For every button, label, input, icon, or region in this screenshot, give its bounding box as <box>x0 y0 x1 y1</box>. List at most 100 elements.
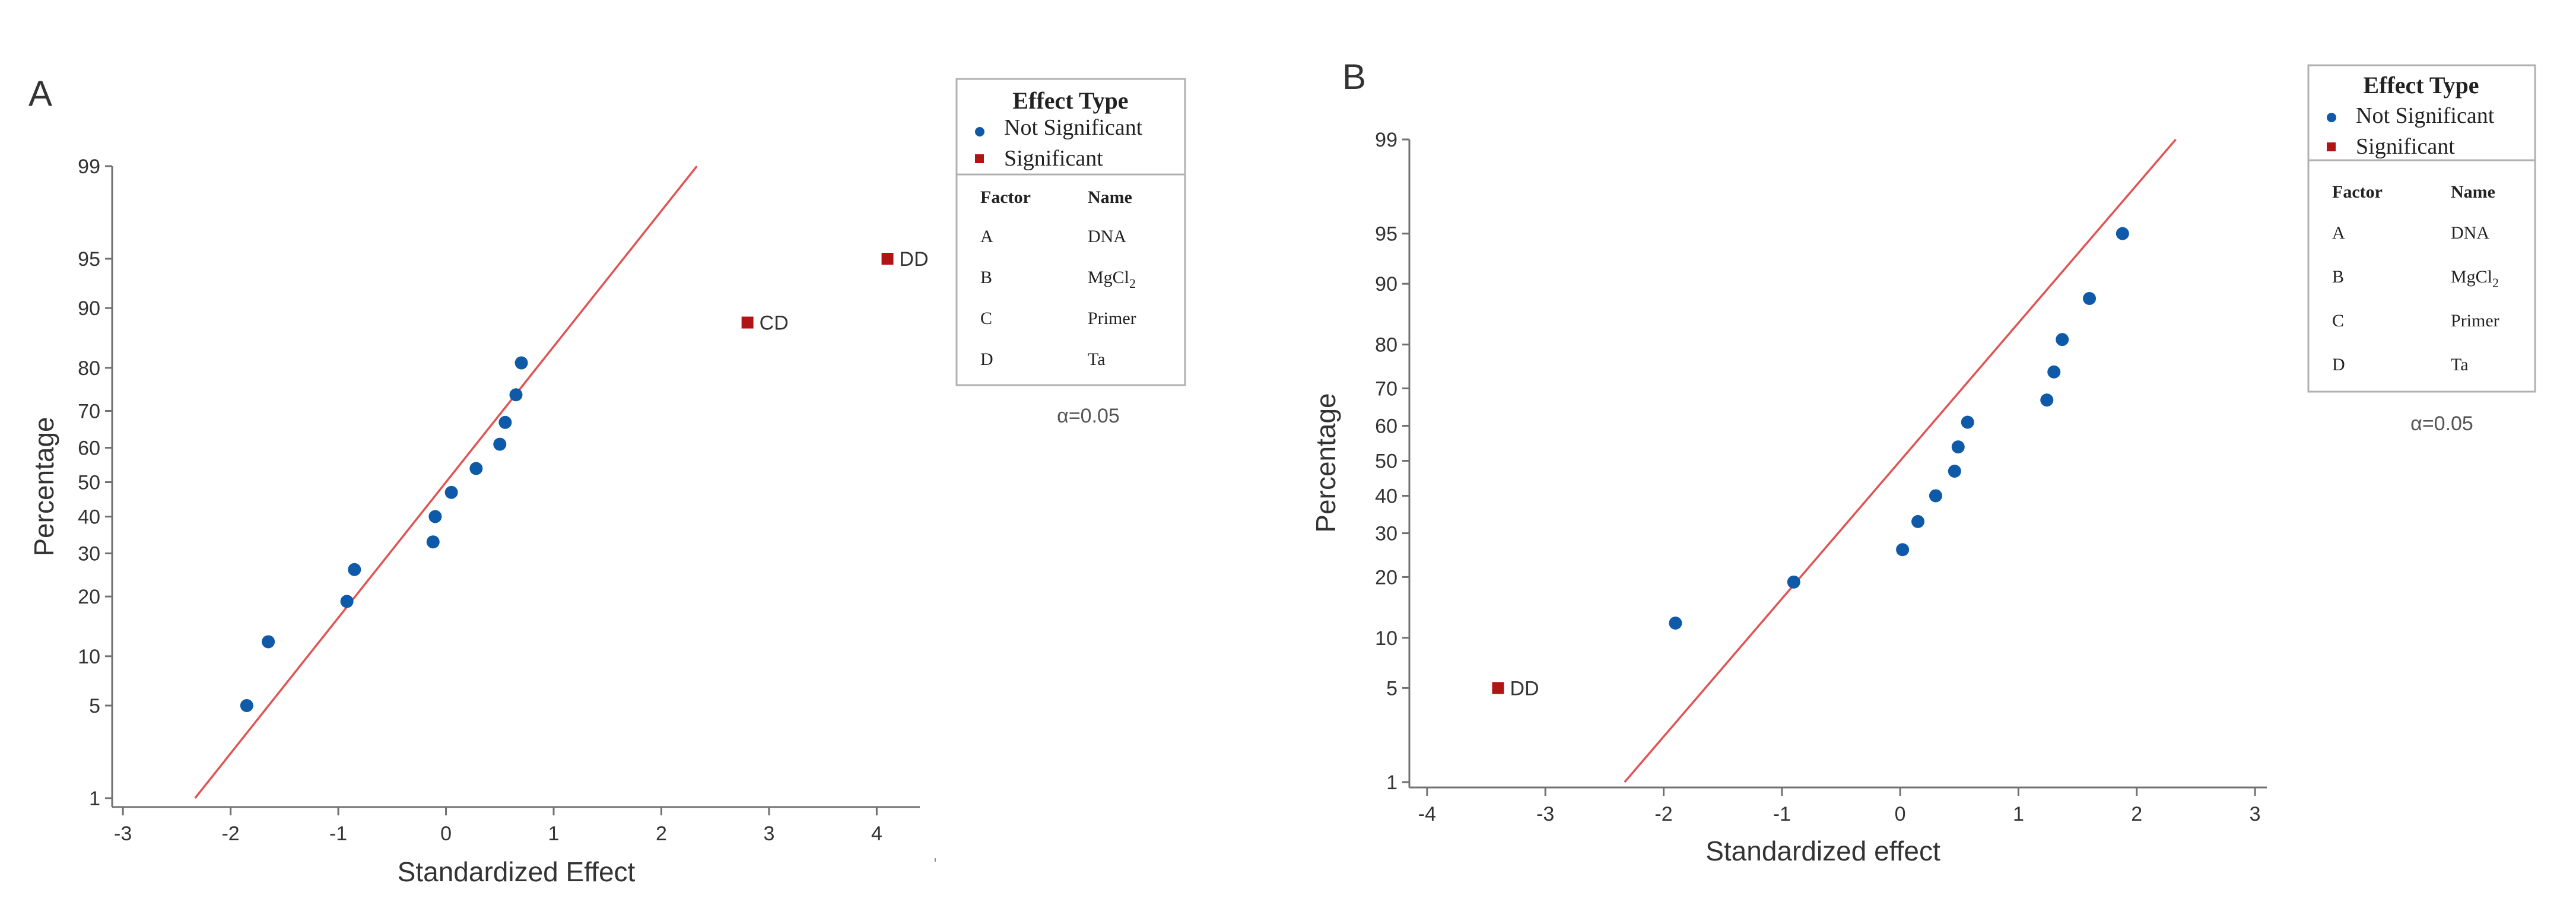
y-tick-label: 40 <box>1375 485 1397 507</box>
panel-label: A <box>28 74 52 113</box>
name-header: Name <box>2451 182 2495 202</box>
factor-code: C <box>980 309 992 328</box>
x-tick-label: 1 <box>2013 803 2024 825</box>
data-points: CD DD <box>240 248 929 713</box>
y-tick-label: 10 <box>1375 627 1397 650</box>
legend-significant-marker <box>975 154 984 163</box>
legend-title: Effect Type <box>1012 87 1128 114</box>
x-tick-label: -1 <box>329 822 347 845</box>
factor-name: Primer <box>1088 309 1136 328</box>
x-tick-label: 4 <box>871 822 882 845</box>
not-significant-point <box>426 535 440 549</box>
y-tick-label: 30 <box>78 543 100 566</box>
not-significant-point <box>444 485 458 499</box>
y-tick-label: 50 <box>1375 450 1397 473</box>
y-tick-label: 70 <box>78 400 100 423</box>
x-tick-label: -1 <box>1773 803 1791 825</box>
factor-code: C <box>2332 311 2344 331</box>
panel-label: B <box>1342 57 1366 97</box>
alpha-label: α=0.05 <box>2410 412 2473 435</box>
y-tick-label: 20 <box>78 586 100 608</box>
x-axis-title: Standardized Effect <box>398 856 636 887</box>
not-significant-point <box>1911 514 1925 528</box>
x-tick-label: 2 <box>2131 803 2142 825</box>
factor-code: D <box>980 350 993 369</box>
legend-significant-label: Significant <box>2356 134 2455 159</box>
y-tick-label: 80 <box>1375 334 1397 357</box>
factor-name: MgCl2 <box>1088 268 1136 291</box>
x-tick-group: -3 -2 -1 0 1 2 3 4 <box>114 807 882 845</box>
not-significant-point <box>509 388 523 402</box>
factor-rows: A DNA B MgCl2 C Primer D Ta <box>980 227 1136 369</box>
y-tick-group: 1 5 10 20 30 40 50 60 70 80 90 95 99 <box>78 155 112 810</box>
factor-name: MgCl2 <box>2451 267 2499 290</box>
x-tick-group: -4 -3 -2 -1 0 1 2 3 <box>1418 787 2261 825</box>
not-significant-point <box>2040 393 2054 407</box>
not-significant-point <box>1961 415 1974 429</box>
x-tick-label: -3 <box>1536 803 1554 825</box>
not-significant-point <box>1948 465 1961 478</box>
factor-table-box <box>955 173 1186 386</box>
not-significant-point <box>2083 292 2097 306</box>
factor-header: Factor <box>2332 182 2383 202</box>
y-tick-label: 20 <box>1375 566 1397 589</box>
name-header: Name <box>1088 188 1132 207</box>
x-tick-label: -2 <box>1654 803 1672 825</box>
chart-panel-a: A 1 5 10 20 30 40 50 60 70 80 90 95 99 -3 -2 -1 0 1 2 3 4 C… <box>28 74 1186 887</box>
y-tick-label: 60 <box>1375 415 1397 438</box>
not-significant-point <box>262 635 275 649</box>
not-significant-point <box>2056 333 2069 347</box>
not-significant-point <box>514 356 528 370</box>
x-tick-label: -2 <box>221 822 239 845</box>
x-tick-label: -4 <box>1418 803 1436 825</box>
factor-code: B <box>2332 267 2344 287</box>
legend-not-significant-marker <box>975 127 984 136</box>
y-tick-label: 90 <box>1375 273 1397 296</box>
not-significant-point <box>1669 616 1682 630</box>
factor-name: DNA <box>2451 223 2489 243</box>
y-axis-title: Percentage <box>1310 393 1341 532</box>
not-significant-point <box>428 510 442 523</box>
y-tick-label: 1 <box>89 787 100 810</box>
data-points: DD <box>1492 227 2129 700</box>
factor-rows: A DNA B MgCl2 C Primer D Ta <box>2332 223 2499 374</box>
legend-not-significant-label: Not Significant <box>1004 115 1143 140</box>
factor-name: Ta <box>1088 350 1106 369</box>
legend-not-significant-marker <box>2327 113 2336 122</box>
x-tick-label: 3 <box>2250 803 2261 825</box>
x-tick-label: 3 <box>763 822 774 845</box>
plot-area: 1 5 10 20 30 40 50 60 70 80 90 95 99 -4 -3 -2 -1 0 1 2 3 DD <box>1375 129 2267 825</box>
x-tick-label: 0 <box>440 822 452 845</box>
x-tick-label: 1 <box>548 822 560 845</box>
y-tick-label: 5 <box>89 695 100 717</box>
y-tick-label: 99 <box>78 155 100 178</box>
y-tick-label: 40 <box>78 506 100 528</box>
x-tick-label: -3 <box>114 822 132 845</box>
point-label: DD <box>1510 677 1539 700</box>
x-tick-label: 0 <box>1895 803 1906 825</box>
significant-point <box>881 252 894 265</box>
not-significant-point <box>498 415 512 429</box>
not-significant-point <box>240 699 253 713</box>
y-tick-label: 99 <box>1375 129 1397 151</box>
y-tick-label: 70 <box>1375 377 1397 400</box>
point-label: CD <box>760 312 789 335</box>
tick-mark-glyph: ˌ <box>932 838 939 862</box>
not-significant-point <box>2047 365 2061 379</box>
y-tick-label: 95 <box>1375 223 1397 246</box>
factor-name: DNA <box>1088 227 1126 246</box>
y-tick-label: 5 <box>1386 677 1397 700</box>
not-significant-point <box>1951 440 1965 454</box>
factor-code: A <box>2332 223 2345 243</box>
x-axis-title: Standardized effect <box>1705 836 1940 866</box>
y-tick-group: 1 5 10 20 30 40 50 60 70 80 90 95 99 <box>1375 129 1409 794</box>
reference-line <box>1624 138 2177 783</box>
factor-name: Ta <box>2451 355 2469 374</box>
legend-box <box>2307 64 2536 161</box>
y-tick-label: 10 <box>78 646 100 668</box>
y-tick-label: 1 <box>1386 771 1397 794</box>
alpha-label: α=0.05 <box>1057 405 1120 427</box>
not-significant-point <box>340 595 354 608</box>
y-tick-label: 50 <box>78 472 100 494</box>
